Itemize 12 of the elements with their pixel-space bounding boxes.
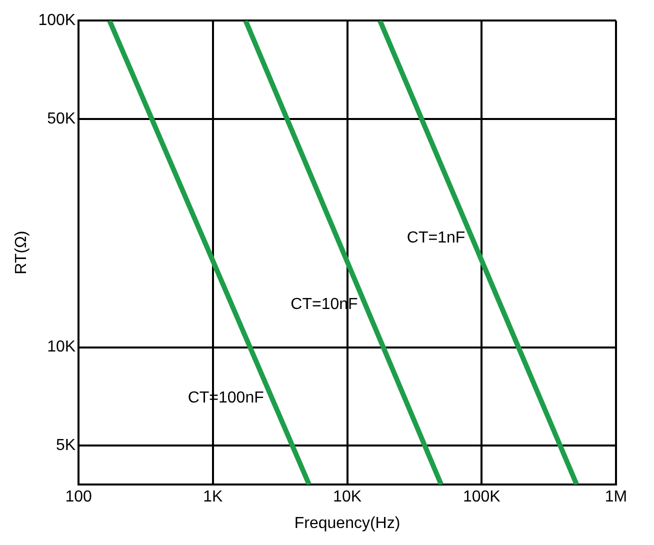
y-tick-label: 50K (47, 110, 76, 128)
x-tick-label: 10K (333, 488, 362, 506)
y-tick-label: 100K (38, 12, 76, 30)
y-tick-label: 5K (56, 437, 76, 454)
y-tick-label: 10K (47, 338, 76, 356)
x-axis-title: Frequency(Hz) (294, 514, 400, 532)
x-tick-label: 100K (462, 488, 501, 506)
x-tick-label: 1K (203, 488, 224, 506)
annotation: CT=1nF (406, 229, 466, 246)
y-axis-title: RT(Ω) (13, 230, 30, 274)
x-tick-label: 100 (65, 488, 92, 506)
x-tick-label: 1M (604, 488, 628, 506)
